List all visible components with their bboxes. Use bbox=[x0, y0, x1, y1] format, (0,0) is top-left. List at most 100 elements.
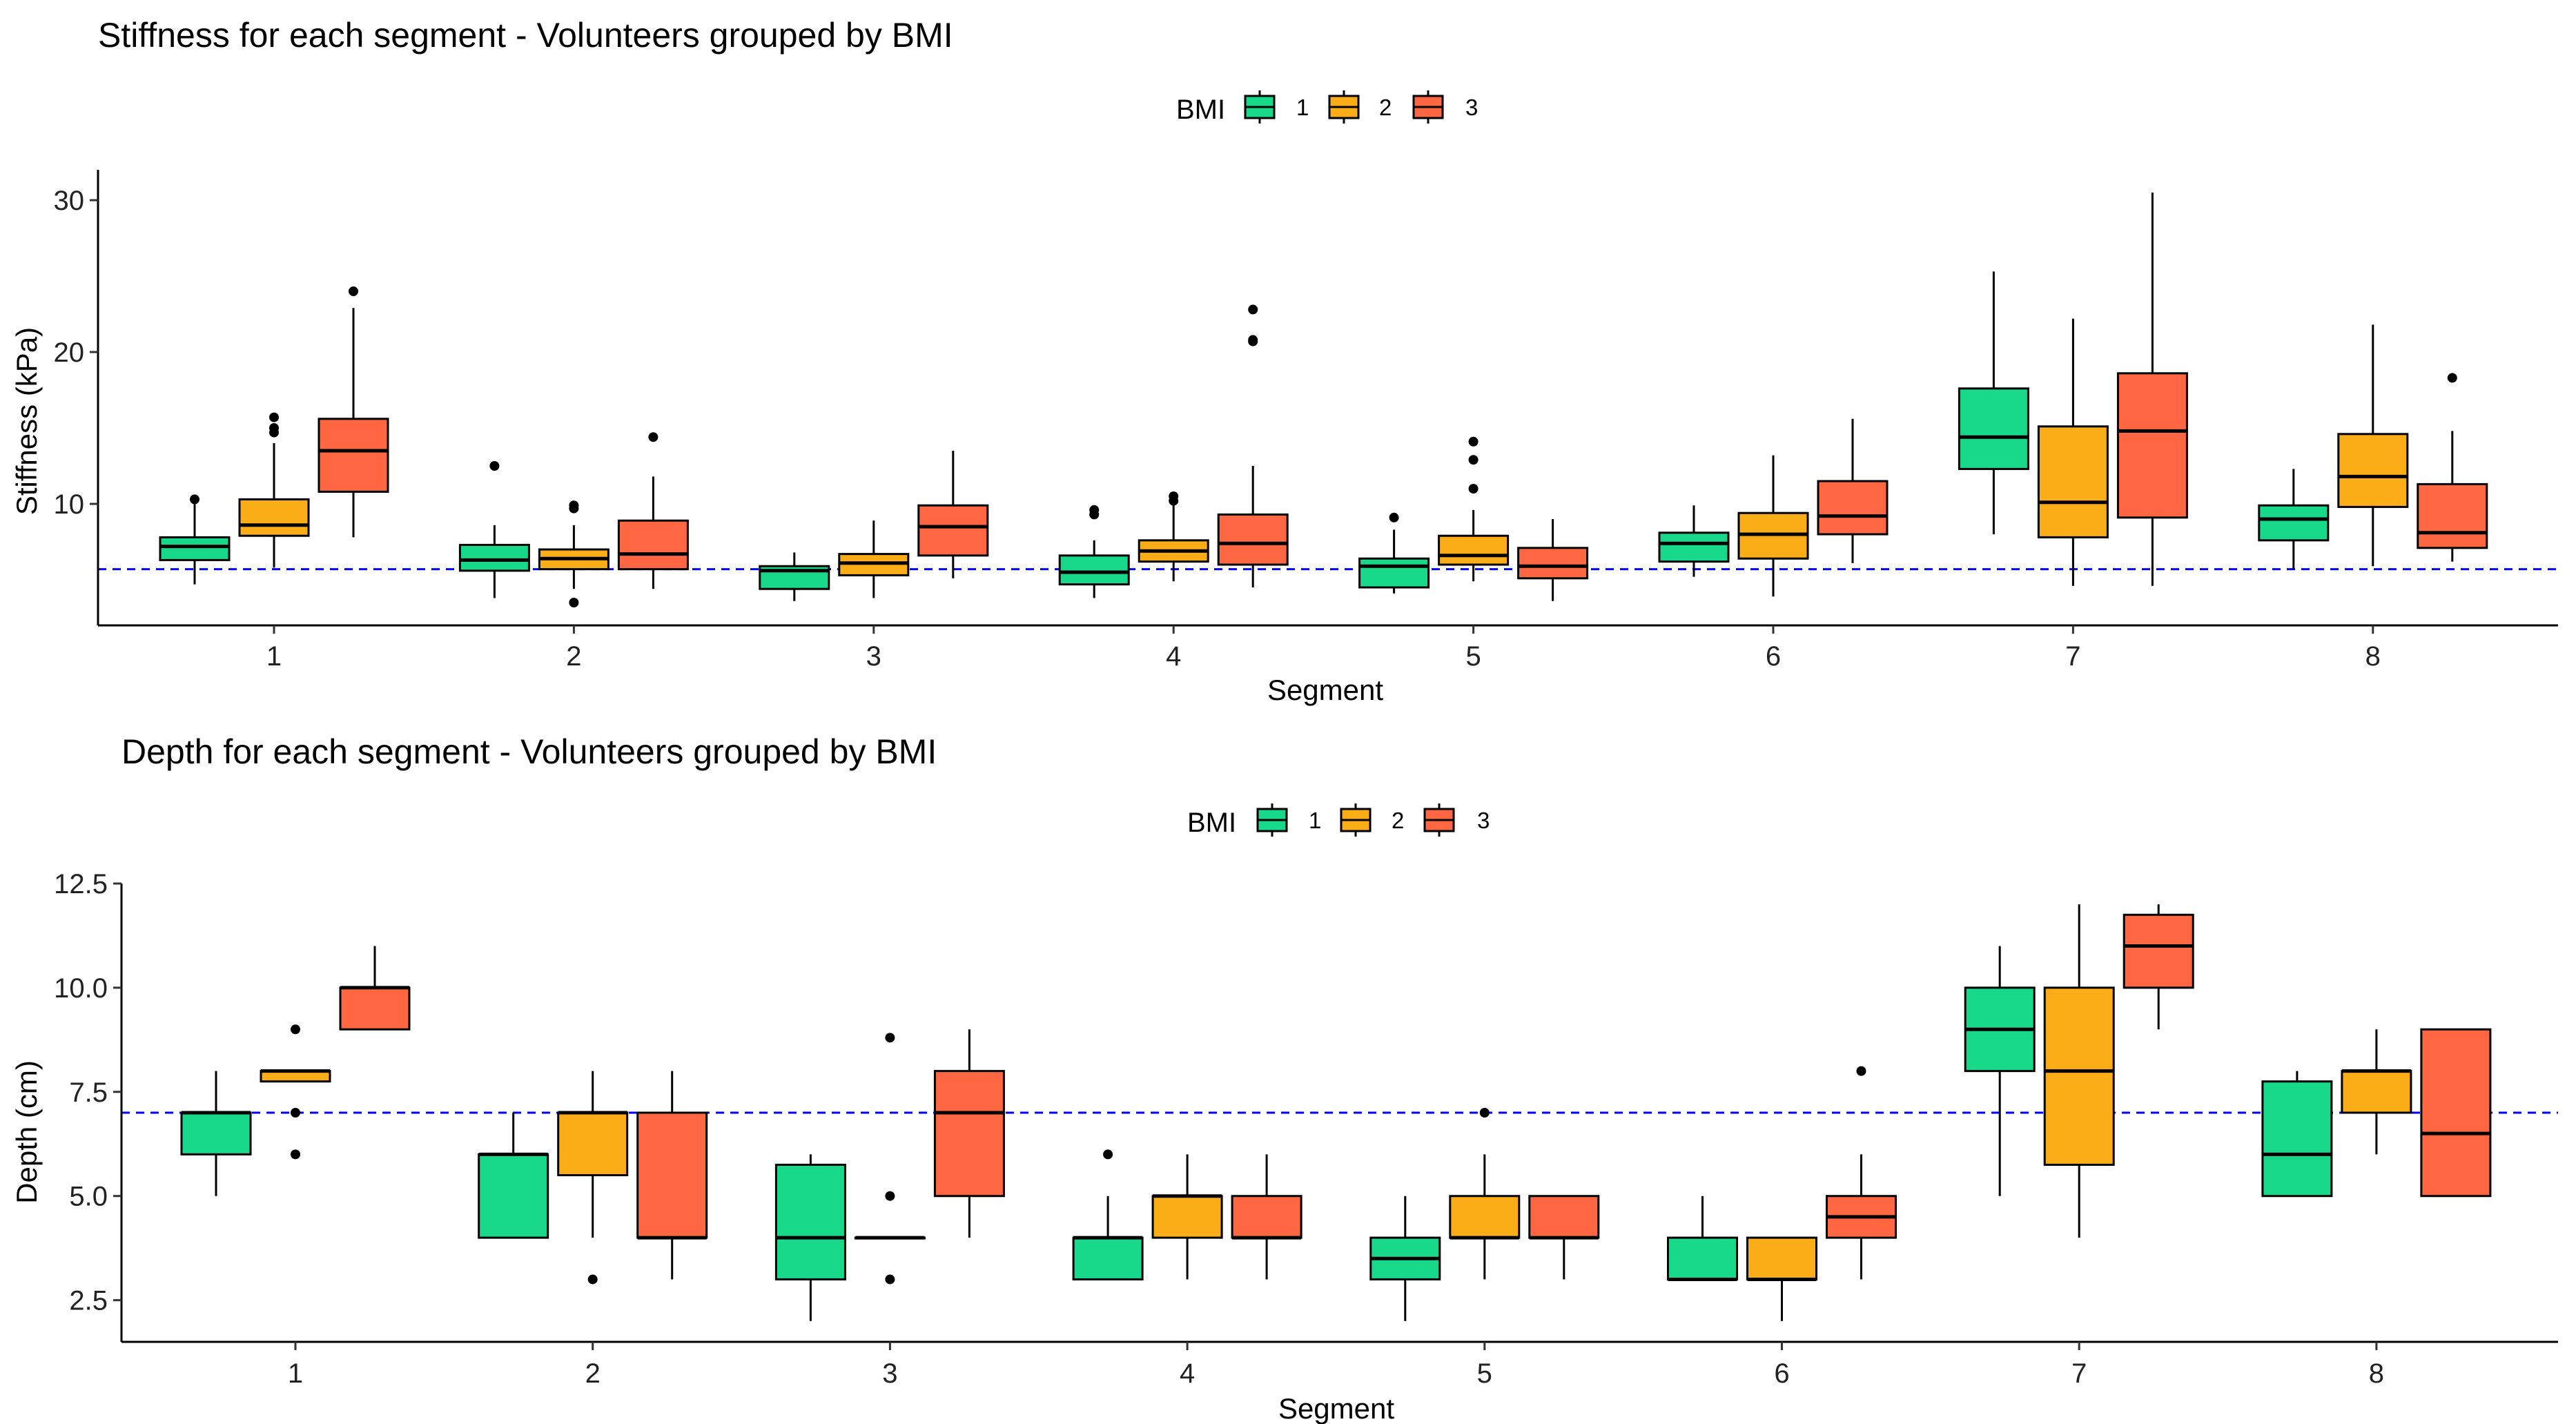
x-tick-label: 7 bbox=[2071, 1358, 2087, 1389]
outlier-point bbox=[1468, 484, 1479, 494]
outlier-point bbox=[1169, 491, 1179, 501]
legend-key-2 bbox=[1328, 90, 1360, 124]
y-tick-label: 2.5 bbox=[69, 1286, 108, 1316]
box-body bbox=[617, 519, 689, 571]
box-segment-2-bmi-2 bbox=[557, 1071, 629, 1285]
legend-label: 1 bbox=[1296, 95, 1309, 120]
box-segment-6-bmi-2 bbox=[1737, 455, 1809, 597]
x-tick-label: 7 bbox=[2065, 641, 2080, 672]
box-body bbox=[2420, 1028, 2492, 1198]
box-segment-1-bmi-3 bbox=[318, 286, 389, 538]
x-axis-title: Segment bbox=[1278, 1392, 1394, 1424]
outlier-point bbox=[1103, 1149, 1113, 1160]
box-segment-5-bmi-3 bbox=[1528, 1195, 1600, 1280]
outlier-point bbox=[2447, 373, 2457, 383]
legend-key-1 bbox=[1256, 803, 1288, 837]
box-segment-2-bmi-3 bbox=[617, 432, 689, 589]
box-body bbox=[1817, 480, 1889, 536]
box-segment-4-bmi-3 bbox=[1217, 304, 1289, 587]
box-segment-3-bmi-2 bbox=[838, 520, 910, 598]
box-body bbox=[1358, 557, 1430, 589]
y-tick-label: 20 bbox=[54, 338, 85, 368]
box-body bbox=[2037, 425, 2109, 538]
x-tick-label: 6 bbox=[1774, 1358, 1789, 1389]
outlier-point bbox=[648, 432, 658, 442]
legend-label: 3 bbox=[1477, 808, 1490, 833]
x-tick-label: 2 bbox=[585, 1358, 601, 1389]
box-body bbox=[557, 1111, 629, 1177]
box-segment-7-bmi-2 bbox=[2037, 318, 2109, 586]
legend: BMI bbox=[1176, 95, 1225, 125]
box-segment-3-bmi-1 bbox=[759, 552, 830, 601]
box-segment-1-bmi-1 bbox=[180, 1071, 252, 1196]
y-axis-title: Stiffness (kPa) bbox=[10, 327, 43, 515]
box-body bbox=[1746, 1236, 1817, 1280]
y-tick-label: 7.5 bbox=[69, 1077, 108, 1108]
outlier-point bbox=[569, 500, 579, 511]
y-tick-label: 10.0 bbox=[54, 973, 108, 1004]
box-body bbox=[774, 1163, 846, 1280]
outlier-point bbox=[349, 286, 358, 296]
legend-title: BMI bbox=[1176, 95, 1225, 125]
legend: BMI bbox=[1187, 808, 1236, 838]
box-segment-7-bmi-2 bbox=[2043, 904, 2115, 1238]
box-body bbox=[1151, 1195, 1223, 1239]
box-body bbox=[2123, 913, 2194, 989]
box-segment-7-bmi-3 bbox=[2123, 904, 2194, 1030]
outlier-point bbox=[269, 412, 279, 422]
x-tick-label: 8 bbox=[2369, 1358, 2384, 1389]
box-body bbox=[1438, 534, 1510, 566]
box-body bbox=[478, 1153, 549, 1239]
outlier-point bbox=[291, 1108, 300, 1118]
outlier-point bbox=[569, 598, 579, 607]
x-tick-label: 5 bbox=[1477, 1358, 1492, 1389]
outlier-point bbox=[1248, 335, 1258, 345]
outlier-point bbox=[489, 461, 500, 471]
x-tick-label: 1 bbox=[266, 641, 282, 672]
box-segment-4-bmi-2 bbox=[1138, 491, 1209, 582]
box-body bbox=[1058, 554, 1130, 586]
outlier-point bbox=[1089, 505, 1100, 515]
box-segment-5-bmi-1 bbox=[1369, 1196, 1441, 1321]
box-segment-7-bmi-3 bbox=[2116, 193, 2188, 586]
legend-key-3 bbox=[1423, 803, 1455, 837]
x-tick-label: 3 bbox=[866, 641, 881, 672]
outlier-point bbox=[885, 1033, 895, 1043]
box-body bbox=[2116, 372, 2188, 519]
box-body bbox=[917, 504, 989, 557]
y-tick-label: 30 bbox=[54, 186, 85, 216]
box-body bbox=[458, 543, 530, 572]
box-body bbox=[1528, 1195, 1600, 1239]
outlier-point bbox=[291, 1149, 300, 1160]
outlier-point bbox=[1389, 512, 1399, 523]
outlier-point bbox=[291, 1024, 300, 1035]
x-axis-title: Segment bbox=[1267, 674, 1383, 706]
legend-key-2 bbox=[1340, 803, 1372, 837]
box-body bbox=[318, 418, 389, 493]
outlier-point bbox=[1468, 455, 1479, 465]
x-tick-label: 4 bbox=[1166, 641, 1181, 672]
box-segment-6-bmi-2 bbox=[1746, 1236, 1817, 1321]
stiffness-chart: Stiffness for each segment - Volunteers … bbox=[10, 16, 2558, 706]
box-segment-8-bmi-3 bbox=[2417, 373, 2488, 562]
box-segment-5-bmi-1 bbox=[1358, 512, 1430, 594]
box-segment-2-bmi-1 bbox=[478, 1113, 549, 1239]
box-segment-8-bmi-2 bbox=[2337, 324, 2409, 567]
chart-title: Depth for each segment - Volunteers grou… bbox=[121, 732, 937, 771]
outlier-point bbox=[1468, 436, 1479, 447]
box-segment-8-bmi-2 bbox=[2341, 1029, 2412, 1155]
legend-label: 2 bbox=[1392, 808, 1404, 833]
box-body bbox=[2417, 482, 2488, 549]
box-segment-5-bmi-2 bbox=[1438, 436, 1510, 582]
box-segment-8-bmi-3 bbox=[2420, 1028, 2492, 1198]
x-tick-label: 4 bbox=[1180, 1358, 1195, 1389]
box-segment-7-bmi-1 bbox=[1958, 271, 2029, 534]
box-segment-2-bmi-2 bbox=[538, 500, 609, 607]
box-body bbox=[2341, 1070, 2412, 1114]
box-segment-3-bmi-2 bbox=[854, 1033, 926, 1285]
box-body bbox=[1658, 531, 1730, 563]
y-tick-label: 5.0 bbox=[69, 1182, 108, 1212]
legend-key-1 bbox=[1244, 90, 1276, 124]
box-segment-2-bmi-1 bbox=[458, 461, 530, 598]
